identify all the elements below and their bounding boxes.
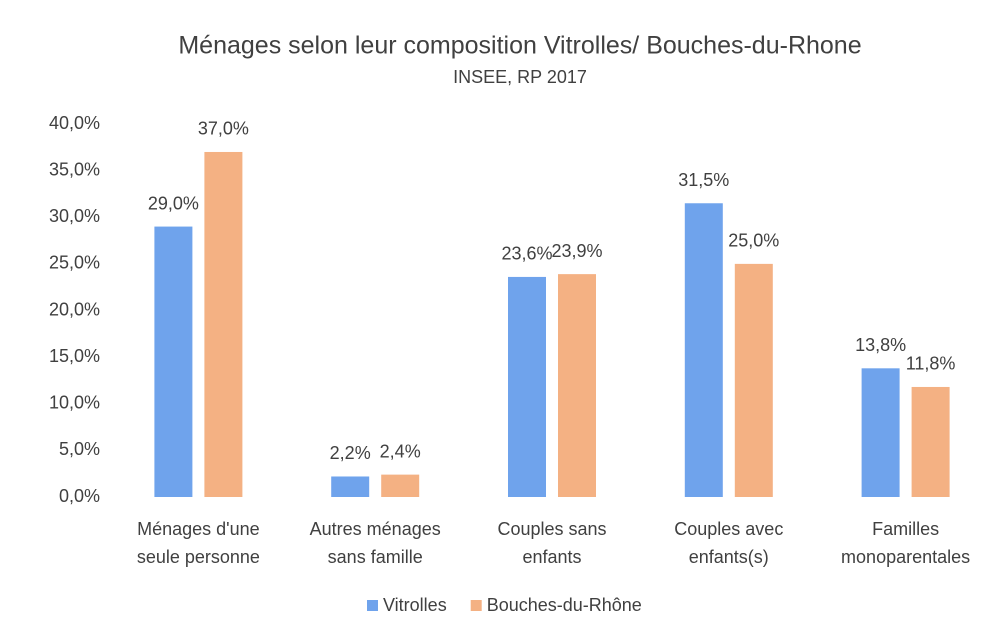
y-tick-label: 25,0% — [49, 253, 100, 273]
y-tick-label: 30,0% — [49, 206, 100, 226]
x-tick-label: sans famille — [328, 547, 423, 567]
x-tick-label: Couples avec — [674, 519, 783, 539]
bar — [734, 263, 773, 497]
value-label: 11,8% — [906, 354, 956, 374]
y-tick-label: 5,0% — [59, 439, 100, 459]
x-tick-label: seule personne — [137, 547, 260, 567]
x-tick-label: Ménages d'une — [137, 519, 260, 539]
chart-subtitle: INSEE, RP 2017 — [453, 67, 587, 87]
value-label: 23,6% — [501, 244, 552, 264]
bar — [861, 368, 900, 497]
x-tick-label: Couples sans — [497, 519, 606, 539]
x-tick-label: enfants(s) — [689, 547, 769, 567]
legend-swatch — [470, 600, 482, 611]
y-tick-label: 20,0% — [49, 299, 100, 319]
value-label: 2,2% — [330, 443, 371, 463]
value-label: 13,8% — [855, 335, 906, 355]
bar — [381, 474, 420, 497]
value-label: 2,4% — [380, 441, 421, 461]
legend-label: Bouches-du-Rhône — [487, 595, 642, 615]
x-tick-label: monoparentales — [841, 547, 970, 567]
bar — [508, 276, 546, 497]
y-tick-label: 40,0% — [49, 113, 100, 133]
bar — [684, 203, 723, 497]
value-label: 37,0% — [198, 119, 249, 139]
value-label: 29,0% — [148, 193, 199, 213]
value-label: 23,9% — [551, 241, 602, 261]
value-label: 31,5% — [678, 170, 729, 190]
legend-swatch — [367, 600, 378, 611]
bar — [911, 386, 950, 497]
legend-label: Vitrolles — [383, 595, 447, 615]
bar — [558, 274, 596, 497]
bar — [154, 226, 193, 497]
y-tick-label: 10,0% — [49, 393, 100, 413]
chart-title: Ménages selon leur composition Vitrolles… — [178, 32, 861, 60]
bar — [331, 476, 370, 497]
y-tick-label: 35,0% — [49, 159, 100, 179]
x-tick-label: Autres ménages — [310, 519, 441, 539]
y-tick-label: 0,0% — [59, 486, 100, 506]
x-tick-label: enfants — [522, 547, 581, 567]
x-tick-label: Familles — [872, 519, 939, 539]
y-tick-label: 15,0% — [49, 346, 100, 366]
bar — [204, 151, 243, 497]
value-label: 25,0% — [728, 231, 779, 251]
